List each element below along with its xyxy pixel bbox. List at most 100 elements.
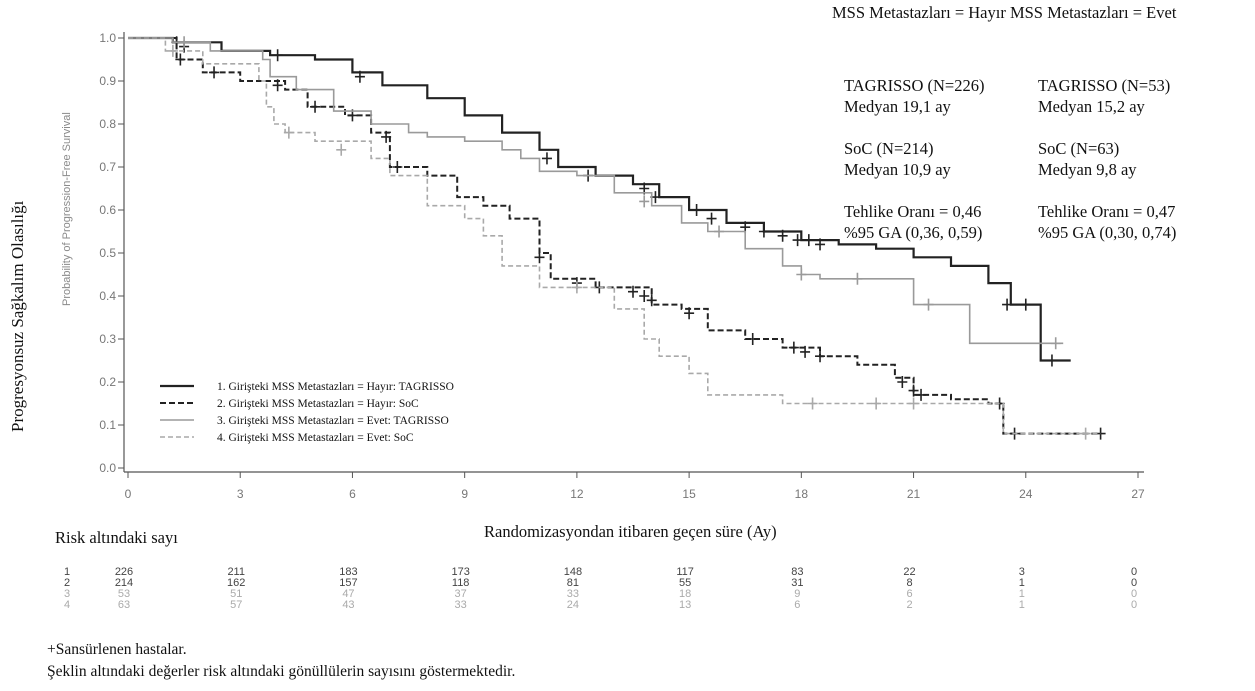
risk-cell: 33 [567,588,579,600]
risk-cell: 55 [679,577,691,589]
col1-soc-n: SoC (N=214) [844,139,934,158]
censor-mark [815,238,826,251]
censor-mark [923,298,934,311]
censor-mark [571,281,582,294]
summary-header: MSS Metastazları = Hayır MSS Metastazlar… [832,2,1242,23]
risk-cell: 157 [339,577,357,589]
risk-cell: 1 [1019,588,1025,600]
censor-mark [706,212,717,225]
y-tick-label: 0.0 [99,461,116,475]
censor-mark [179,36,190,49]
risk-row-label: 2 [64,577,70,589]
y-tick-label: 0.3 [99,332,116,346]
censor-mark [310,100,321,113]
footnote-note: Şeklin altındaki değerler risk altındaki… [47,663,516,680]
x-axis-label: Randomizasyondan itibaren geçen süre (Ay… [484,522,777,541]
inner-y-axis-label: Probability of Progression-Free Survival [61,112,73,306]
censor-mark [684,307,695,320]
risk-cell: 0 [1131,588,1137,600]
y-tick-label: 0.9 [99,74,116,88]
censor-mark [796,268,807,281]
legend-entry-1: 1. Girişteki MSS Metastazları = Hayır: T… [217,381,454,393]
censor-mark [852,272,863,285]
censor-mark [758,225,769,238]
risk-cell: 43 [342,599,354,611]
censor-mark [534,251,545,264]
risk-cell: 0 [1131,566,1137,578]
censor-mark [283,126,294,139]
footnote-censored: +Sansürlenen hastalar. [47,641,187,658]
legend: 1. Girişteki MSS Metastazları = Hayır: T… [150,375,454,457]
series-line-3 [128,37,1064,345]
risk-row-label: 4 [64,599,70,611]
risk-cell: 33 [455,599,467,611]
risk-cell: 118 [452,577,470,589]
censor-mark [1020,298,1031,311]
col1-hazard-ratio: Tehlike Oranı = 0,46 [844,202,982,221]
censor-mark [541,152,552,165]
censor-mark [800,345,811,358]
censor-mark [1080,427,1091,440]
censor-mark [354,70,365,83]
risk-cell: 6 [794,599,800,611]
y-tick-label: 0.4 [99,289,116,303]
censor-mark [175,53,186,66]
censor-mark [628,285,638,298]
censor-mark [714,225,725,238]
x-tick-label: 0 [125,487,132,501]
col1-soc-median: Medyan 10,9 ay [844,160,951,179]
risk-cell: 37 [455,588,467,600]
censor-mark [803,234,814,247]
censor-mark [747,333,758,345]
y-tick-label: 0.2 [99,375,116,389]
x-tick-label: 15 [682,487,696,501]
censor-mark [381,130,392,143]
col2-soc-median: Medyan 9,8 ay [1038,160,1137,179]
censor-mark [272,49,283,62]
censor-mark [272,79,283,92]
censor-mark [916,388,927,401]
x-tick-label: 3 [237,487,244,501]
censor-mark [1046,354,1057,367]
y-axis-label: Progresyonsuz Sağkalım Olasılığı [8,200,27,432]
y-tick-label: 0.1 [99,418,116,432]
risk-cell: 83 [791,566,803,578]
risk-cell: 226 [115,566,133,578]
legend-entry-2: 2. Girişteki MSS Metastazları = Hayır: S… [217,398,419,410]
censor-mark [336,143,347,156]
col2-tagrisso-n: TAGRISSO (N=53) [1038,76,1171,95]
censor-mark [908,397,919,410]
risk-cell: 1 [1019,577,1025,589]
censor-mark [392,161,403,173]
censor-mark [897,376,908,388]
risk-cell: 47 [342,588,354,600]
censor-mark [167,44,178,57]
risk-cell: 0 [1131,599,1137,611]
col2-soc-n: SoC (N=63) [1038,139,1120,158]
col1-tagrisso-median: Medyan 19,1 ay [844,97,951,116]
risk-row-label: 1 [64,566,70,578]
risk-cell: 183 [339,566,357,578]
risk-cell: 18 [679,588,691,600]
censor-mark [792,234,803,247]
x-tick-label: 21 [907,487,921,501]
risk-cell: 148 [564,566,582,578]
censor-mark [807,397,818,410]
col1-ci: %95 GA (0,36, 0,59) [844,223,983,242]
x-tick-label: 6 [349,487,356,501]
x-tick-label: 27 [1131,487,1145,501]
risk-cell: 8 [906,577,912,589]
summary-header-text: MSS Metastazları = Hayır MSS Metastazlar… [832,3,1177,22]
y-tick-label: 0.8 [99,117,116,131]
y-tick-label: 1.0 [99,31,116,45]
risk-cell: 81 [567,577,579,589]
risk-cell: 173 [451,566,469,578]
x-tick-label: 12 [570,487,584,501]
legend-box [150,375,408,457]
risk-cell: 6 [906,588,912,600]
summary-col-1: TAGRISSO (N=226) Medyan 19,1 ay SoC (N=2… [844,75,984,243]
censor-mark [691,204,702,216]
risk-table: 1 226 211 183 173 148 117 83 22 3 02 214 162 157 118 81… [64,566,1137,611]
risk-cell: 24 [567,599,579,611]
risk-cell: 57 [230,599,242,611]
